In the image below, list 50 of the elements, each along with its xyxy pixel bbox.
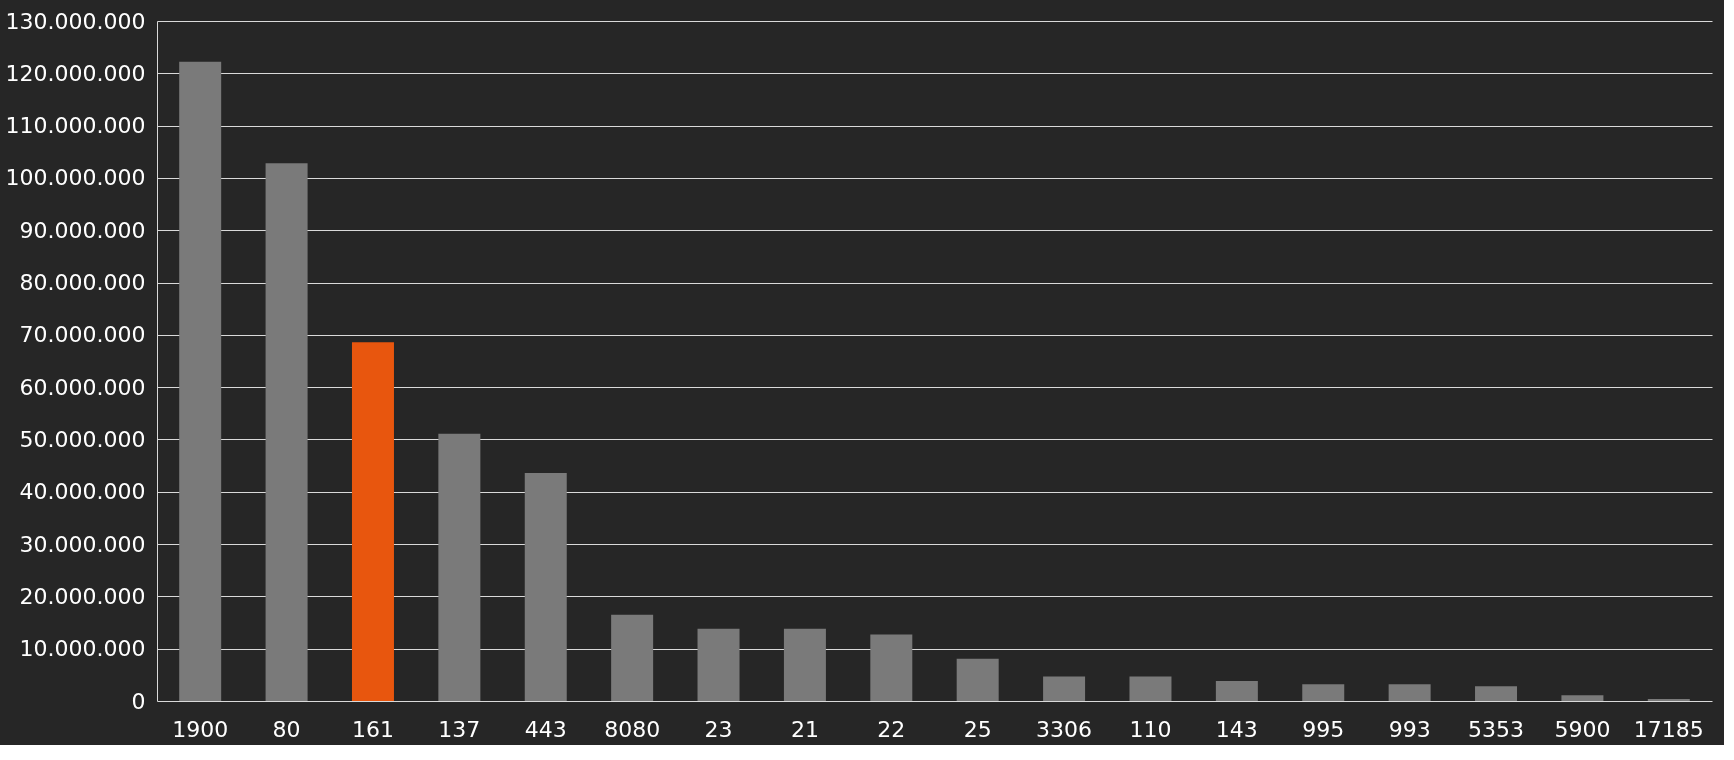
bar [1302,684,1345,701]
x-tick-label: 17185 [1633,716,1704,742]
bar [179,61,222,701]
bar [1215,681,1258,701]
bar [1475,686,1518,701]
bar [1647,698,1690,701]
x-tick-label: 1900 [172,716,229,742]
y-tick-label: 130.000.000 [5,8,146,34]
y-tick-label: 20.000.000 [19,583,146,609]
x-tick-label: 5900 [1554,716,1611,742]
x-tick-label: 5353 [1468,716,1525,742]
x-tick-label: 21 [790,716,819,742]
bar [1043,676,1086,701]
x-tick-label: 3306 [1036,716,1093,742]
x-tick-label: 443 [524,716,567,742]
bar [351,342,394,701]
y-tick-label: 60.000.000 [19,374,146,400]
y-tick-label: 80.000.000 [19,270,146,296]
y-tick-label: 120.000.000 [5,60,146,86]
bar [956,658,999,701]
x-tick-label: 161 [351,716,394,742]
bar [1388,684,1431,701]
y-tick-label: 90.000.000 [19,217,146,243]
y-tick-label: 110.000.000 [5,113,146,139]
x-tick-label: 995 [1302,716,1345,742]
y-tick-label: 100.000.000 [5,165,146,191]
y-tick-label: 10.000.000 [19,636,146,662]
bar [783,628,826,701]
bar [870,634,913,701]
x-tick-label: 993 [1388,716,1431,742]
x-tick-label: 23 [704,716,733,742]
x-tick-label: 22 [877,716,906,742]
bar [438,433,481,701]
bar [697,628,740,701]
bar [1561,695,1604,701]
y-tick-label: 70.000.000 [19,322,146,348]
bar [1129,676,1172,701]
y-tick-label: 40.000.000 [19,479,146,505]
y-tick-label: 50.000.000 [19,426,146,452]
x-tick-label: 8080 [604,716,661,742]
y-tick-label: 30.000.000 [19,531,146,557]
y-tick-label: 0 [131,688,146,714]
bar [265,163,308,701]
bar [524,472,567,701]
x-tick-label: 110 [1129,716,1172,742]
x-tick-label: 137 [438,716,481,742]
x-tick-label: 80 [272,716,301,742]
bar [611,614,654,701]
x-tick-label: 25 [963,716,992,742]
x-tick-label: 143 [1215,716,1258,742]
